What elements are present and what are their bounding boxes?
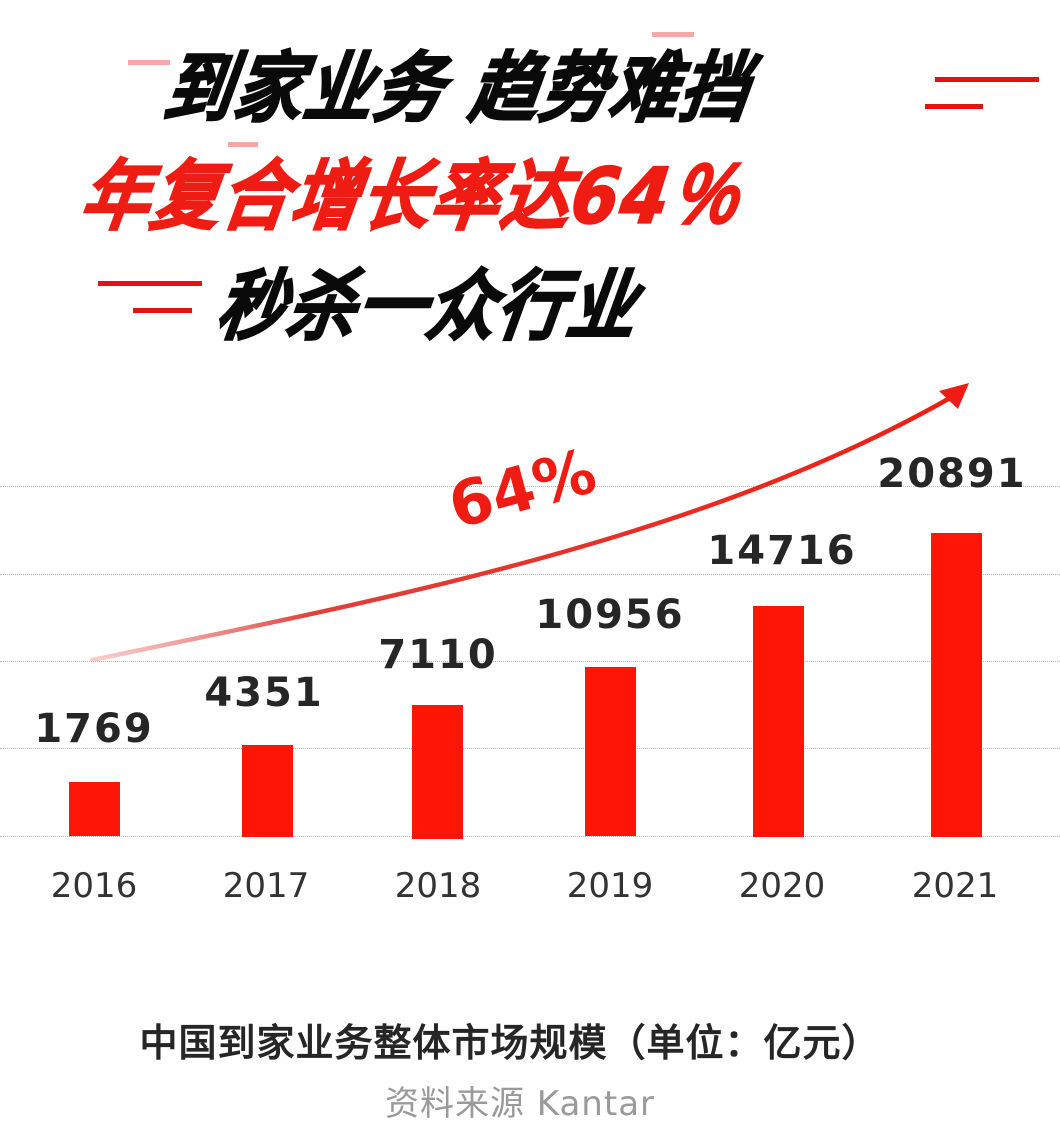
decorative-dash [508, 88, 532, 93]
gridline [0, 836, 1060, 837]
gridline [0, 486, 1060, 487]
value-label-2020: 14716 [707, 528, 857, 574]
x-axis-label-2021: 2021 [911, 866, 999, 906]
bar-2020 [753, 606, 804, 837]
decorative-dash [128, 60, 170, 65]
value-label-2016: 1769 [34, 706, 154, 752]
value-label-2021: 20891 [877, 451, 1027, 497]
x-axis-label-2019: 2019 [566, 866, 654, 906]
decorative-dash [925, 104, 983, 109]
bar-2021 [931, 533, 982, 837]
x-axis-label-2017: 2017 [222, 866, 310, 906]
x-axis-label-2018: 2018 [394, 866, 482, 906]
value-label-2017: 4351 [204, 670, 324, 716]
gridline [0, 748, 1060, 749]
trend-arrow-icon [89, 383, 969, 663]
bar-2018 [412, 705, 463, 839]
decorative-dash [228, 142, 258, 147]
chart-title: 中国到家业务整体市场规模（单位：亿元） [139, 1021, 881, 1065]
bar-2016 [69, 782, 120, 836]
gridline [0, 574, 1060, 575]
decorative-dash [652, 32, 694, 37]
x-axis-label-2020: 2020 [738, 866, 826, 906]
decorative-dash [935, 77, 1039, 82]
value-label-2019: 10956 [535, 592, 685, 638]
gridline [0, 661, 1060, 662]
decorative-dash [133, 308, 192, 313]
bar-2019 [585, 667, 636, 836]
x-axis-label-2016: 2016 [50, 866, 138, 906]
decorative-dash [98, 281, 202, 286]
bar-2017 [242, 745, 293, 837]
value-label-2018: 7110 [378, 632, 498, 678]
data-source: 资料来源 Kantar [384, 1084, 656, 1124]
